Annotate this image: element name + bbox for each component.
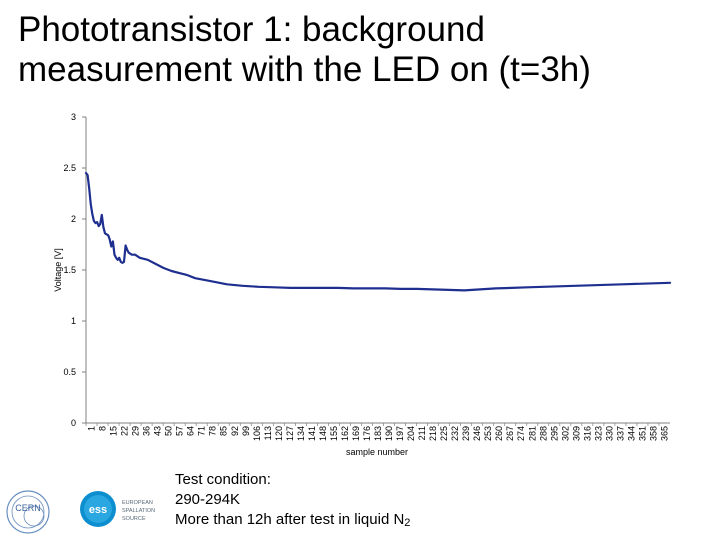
x-tick-label: 43 bbox=[153, 426, 163, 436]
note-line-3: More than 12h after test in liquid N2 bbox=[175, 510, 410, 533]
x-tick-label: 141 bbox=[307, 426, 317, 441]
y-tick-label: 0 bbox=[71, 418, 76, 428]
x-tick-label: 29 bbox=[131, 426, 141, 436]
x-tick-label: 127 bbox=[285, 426, 295, 441]
y-axis-ticks: 0 0.5 1 1.5 2 2.5 3 bbox=[63, 112, 86, 428]
x-tick-label: 260 bbox=[494, 426, 504, 441]
y-tick-label: 2.5 bbox=[63, 163, 76, 173]
x-tick-label: 225 bbox=[439, 426, 449, 441]
x-tick-label: 211 bbox=[417, 426, 427, 440]
x-tick-label: 239 bbox=[461, 426, 471, 441]
x-tick-label: 36 bbox=[142, 426, 152, 436]
x-tick-label: 8 bbox=[98, 426, 108, 431]
ess-logo-text-1: EUROPEAN bbox=[122, 500, 153, 506]
x-tick-label: 113 bbox=[263, 426, 273, 440]
x-tick-label: 295 bbox=[549, 426, 559, 441]
x-tick-label: 78 bbox=[208, 426, 218, 436]
x-tick-label: 358 bbox=[648, 426, 658, 441]
x-tick-label: 155 bbox=[329, 426, 339, 441]
x-tick-label: 22 bbox=[120, 426, 130, 436]
note-line-3-text: More than 12h after test in liquid N bbox=[175, 511, 405, 528]
ess-logo-text-2: SPALLATION bbox=[122, 508, 155, 514]
y-tick-label: 0.5 bbox=[63, 367, 76, 377]
x-tick-label: 267 bbox=[505, 426, 515, 441]
test-condition-note: Test condition: 290-294K More than 12h a… bbox=[175, 470, 410, 533]
x-tick-label: 281 bbox=[527, 426, 537, 441]
x-tick-label: 92 bbox=[230, 426, 240, 436]
x-tick-label: 162 bbox=[340, 426, 350, 441]
x-tick-label: 274 bbox=[516, 426, 526, 441]
x-tick-label: 99 bbox=[241, 426, 251, 436]
ess-logo: ess EUROPEAN SPALLATION SOURCE bbox=[80, 491, 155, 527]
slide-title-line-2: measurement with the LED on (t=3h) bbox=[18, 50, 591, 89]
x-tick-label: 330 bbox=[604, 426, 614, 441]
x-tick-label: 365 bbox=[659, 426, 669, 441]
ess-logo-text-3: SOURCE bbox=[122, 516, 146, 522]
x-tick-label: 302 bbox=[560, 426, 570, 441]
x-tick-label: 337 bbox=[615, 426, 625, 441]
x-tick-label: 288 bbox=[538, 426, 548, 441]
y-tick-label: 2 bbox=[71, 214, 76, 224]
x-axis-label: sample number bbox=[346, 447, 408, 457]
x-tick-label: 246 bbox=[472, 426, 482, 441]
x-tick-label: 120 bbox=[274, 426, 284, 441]
x-tick-label: 323 bbox=[593, 426, 603, 441]
x-tick-label: 183 bbox=[373, 426, 383, 441]
x-tick-label: 232 bbox=[450, 426, 460, 441]
y-tick-label: 3 bbox=[71, 112, 76, 122]
series-line bbox=[84, 172, 672, 292]
series-layer bbox=[84, 172, 672, 292]
x-tick-label: 1 bbox=[87, 426, 97, 431]
x-tick-label: 316 bbox=[582, 426, 592, 441]
x-tick-label: 176 bbox=[362, 426, 372, 441]
note-line-3-subscript: 2 bbox=[404, 517, 411, 529]
note-line-2: 290-294K bbox=[175, 491, 241, 508]
x-tick-label: 309 bbox=[571, 426, 581, 441]
x-tick-label: 169 bbox=[351, 426, 361, 441]
x-tick-label: 253 bbox=[483, 426, 493, 441]
x-tick-label: 148 bbox=[318, 426, 328, 441]
y-axis-label: Voltage [V] bbox=[53, 248, 63, 292]
slide-title-line-1: Phototransistor 1: background bbox=[18, 10, 485, 49]
note-line-1: Test condition: bbox=[175, 471, 271, 488]
y-tick-label: 1 bbox=[71, 316, 76, 326]
x-tick-label: 71 bbox=[197, 426, 207, 436]
x-tick-label: 190 bbox=[384, 426, 394, 441]
x-tick-label: 57 bbox=[175, 426, 185, 436]
y-tick-label: 1.5 bbox=[63, 265, 76, 275]
cern-logo: CERN bbox=[6, 490, 50, 534]
cern-logo-text: CERN bbox=[15, 503, 41, 513]
x-tick-label: 106 bbox=[252, 426, 262, 441]
ess-logo-mark: ess bbox=[89, 504, 107, 516]
x-tick-label: 134 bbox=[296, 426, 306, 441]
x-axis-ticks: 1 8 15 22 29 36 43 50 57 64 71 78 85 92 99 106 113 120 127… bbox=[85, 423, 669, 441]
x-tick-label: 197 bbox=[395, 426, 405, 441]
x-tick-label: 50 bbox=[164, 426, 174, 436]
x-tick-label: 344 bbox=[626, 426, 636, 441]
x-tick-label: 64 bbox=[186, 426, 196, 436]
x-tick-label: 85 bbox=[219, 426, 229, 436]
x-tick-label: 351 bbox=[637, 426, 647, 441]
x-tick-label: 204 bbox=[406, 426, 416, 441]
chart-axes bbox=[85, 117, 670, 424]
x-tick-label: 218 bbox=[428, 426, 438, 441]
x-tick-label: 15 bbox=[109, 426, 119, 436]
slide-title: Phototransistor 1: background measuremen… bbox=[18, 10, 718, 90]
